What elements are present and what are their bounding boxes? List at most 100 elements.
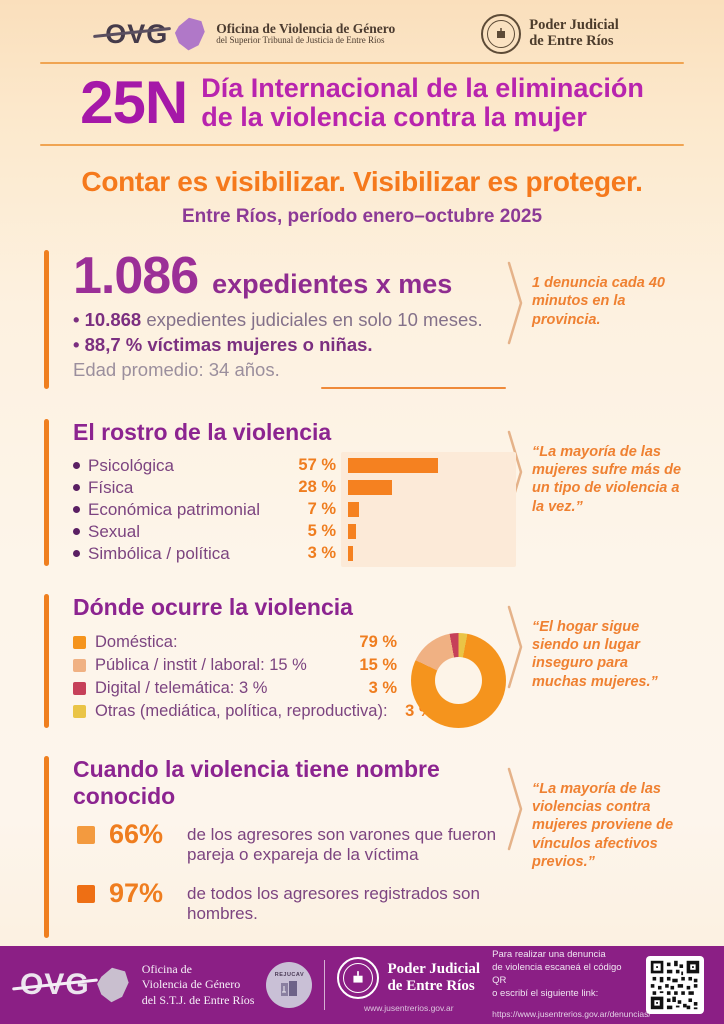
org-name: Oficina de Violencia de Género <box>216 20 396 36</box>
bar-row: Simbólica / política 3 % <box>73 544 506 563</box>
bullet-dot <box>73 550 80 558</box>
bullet-dot <box>73 462 80 470</box>
section-heading: Dónde ocurre la violencia <box>73 594 353 621</box>
bar-label: Económica patrimonial <box>73 500 288 520</box>
org-name-block: Oficina de Violencia de Género del Super… <box>216 20 396 47</box>
section-rail <box>44 594 49 729</box>
footer-ovg-logo: OVG <box>12 966 130 1004</box>
section-heading: Cuando la violencia tiene nombre conocid… <box>73 756 440 810</box>
stat-underline <box>321 387 506 390</box>
rejucav-badge: REJUCAV <box>266 962 313 1008</box>
legend-row: Digital / telemática: 3 % 3 % <box>73 677 397 700</box>
stat-bullet: • 10.868 expedientes judiciales en solo … <box>73 309 483 331</box>
bar-label: Simbólica / política <box>73 544 288 564</box>
violence-types-section: El rostro de la violencia Psicológica 57 … <box>44 419 684 568</box>
period-subtitle: Entre Ríos, período enero–octubre 2025 <box>181 206 543 228</box>
poder-judicial-seal-icon <box>481 14 522 54</box>
aggressor-stat-row: 66% de los agresores son varones que fue… <box>73 820 506 865</box>
violence-location-section: Dónde ocurre la violencia Doméstica: 79 %… <box>44 594 684 729</box>
footer-divider <box>324 960 326 1010</box>
legend-row: Pública / instit / laboral: 15 % 15 % <box>73 654 397 677</box>
location-legend: Doméstica: 79 % Pública / instit / laboral… <box>73 631 434 723</box>
divider-top <box>40 62 684 64</box>
agresores-quote-block: “La mayoría de las violencias contra muj… <box>506 756 684 938</box>
brace-icon <box>507 767 523 851</box>
footer-ovg-text: Oficina de Violencia de Género del S.T.J… <box>141 961 255 1007</box>
poder-judicial-name: Poder Judicial de Entre Ríos <box>529 17 619 49</box>
callout-text: 1 denuncia cada 40 minutos en la provinc… <box>532 275 665 328</box>
poder-judicial-seal-icon <box>337 957 380 999</box>
section-rail <box>44 250 49 390</box>
bar-label: Psicológica <box>73 456 288 476</box>
violence-bar-rows: Psicológica 57 % Física 28 % Económica patri… <box>73 456 506 563</box>
legend-value: 15 % <box>359 656 397 675</box>
entre-rios-map-icon <box>96 967 129 1003</box>
quote-text: “La mayoría de las mujeres sufre más de … <box>532 444 682 515</box>
legend-label: Digital / telemática: 3 % <box>95 679 268 698</box>
footer-poder-judicial: Poder Judicial de Entre Ríos www.jusentr… <box>337 957 480 1013</box>
brace-icon <box>507 605 523 689</box>
bar-value: 28 % <box>298 478 336 497</box>
org-subname: del Superior Tribunal de Justicia de Ent… <box>216 35 385 46</box>
section-rail <box>44 419 49 567</box>
stat-swatch <box>77 826 95 845</box>
legend-row: Otras (mediática, política, reproductiva… <box>73 700 434 723</box>
rostro-quote-block: “La mayoría de las mujeres sufre más de … <box>506 419 684 566</box>
poder-judicial-name: Poder Judicial de Entre Ríos <box>387 961 481 994</box>
legend-value: 79 % <box>359 633 397 652</box>
bullet-dot <box>73 506 80 514</box>
big-number-label: expedientes x mes <box>212 269 453 300</box>
bar <box>348 480 393 496</box>
bar-row: Física 28 % <box>73 478 506 497</box>
bar-value: 5 % <box>307 522 336 541</box>
title-block: 25N Día Internacional de la eliminación … <box>0 64 724 144</box>
bar <box>348 524 356 540</box>
divider-title <box>40 144 684 147</box>
stats-callout: 1 denuncia cada 40 minutos en la provinc… <box>506 250 684 389</box>
location-donut <box>411 633 506 729</box>
title-text: Día Internacional de la eliminación de l… <box>201 73 644 133</box>
bar <box>348 502 360 518</box>
stat-swatch <box>77 885 95 904</box>
quote-text: “La mayoría de las violencias contra muj… <box>532 781 674 870</box>
big-number: 1.086 <box>73 247 199 306</box>
bar-label: Sexual <box>73 522 288 542</box>
stat-percentage: 97% <box>109 878 164 909</box>
stats-bullets: • 10.868 expedientes judiciales en solo … <box>73 308 506 383</box>
qr-instructions: Para realizar una denuncia de violencia … <box>492 949 651 1020</box>
ovg-logo: OVG <box>93 16 206 52</box>
bar-row: Psicológica 57 % <box>73 456 506 475</box>
stat-bullet: • 88,7 % víctimas mujeres o niñas. <box>73 334 373 356</box>
legend-label: Doméstica: <box>95 633 178 652</box>
bar-row: Sexual 5 % <box>73 522 506 541</box>
stat-bullet: Edad promedio: 34 años. <box>73 359 280 381</box>
legend-value: 3 % <box>368 679 397 698</box>
stats-section: 1.086 expedientes x mes • 10.868 expedie… <box>44 247 684 390</box>
legend-swatch <box>73 636 86 650</box>
legend-swatch <box>73 682 86 696</box>
bullet-dot <box>73 528 80 536</box>
legend-row: Doméstica: 79 % <box>73 631 397 654</box>
legend-label: Otras (mediática, política, reproductiva… <box>95 702 388 721</box>
legend-swatch <box>73 659 86 673</box>
brace-icon <box>507 262 523 345</box>
quote-text: “El hogar sigue siendo un lugar inseguro… <box>532 619 658 690</box>
complaint-link: https://www.jusentrerios.gov.ar/denuncia… <box>492 1009 651 1020</box>
header: OVG Oficina de Violencia de Género del S… <box>0 0 724 62</box>
donde-quote-block: “El hogar sigue siendo un lugar inseguro… <box>506 594 684 728</box>
qr-code <box>646 956 704 1014</box>
25n-badge: 25N <box>80 69 188 137</box>
bar-value: 3 % <box>307 544 336 563</box>
bar-value: 57 % <box>298 456 336 475</box>
bar-value: 7 % <box>307 500 336 519</box>
bar-row: Económica patrimonial 7 % <box>73 500 506 519</box>
bar-label: Física <box>73 478 288 498</box>
section-rail <box>44 756 49 939</box>
entre-rios-map-icon <box>175 17 205 51</box>
aggressor-stat-row: 97% de todos los agresores registrados s… <box>73 879 506 924</box>
rejucav-books-icon <box>281 980 298 996</box>
legend-swatch <box>73 705 86 719</box>
section-heading: El rostro de la violencia <box>73 419 332 446</box>
bar <box>348 458 439 474</box>
